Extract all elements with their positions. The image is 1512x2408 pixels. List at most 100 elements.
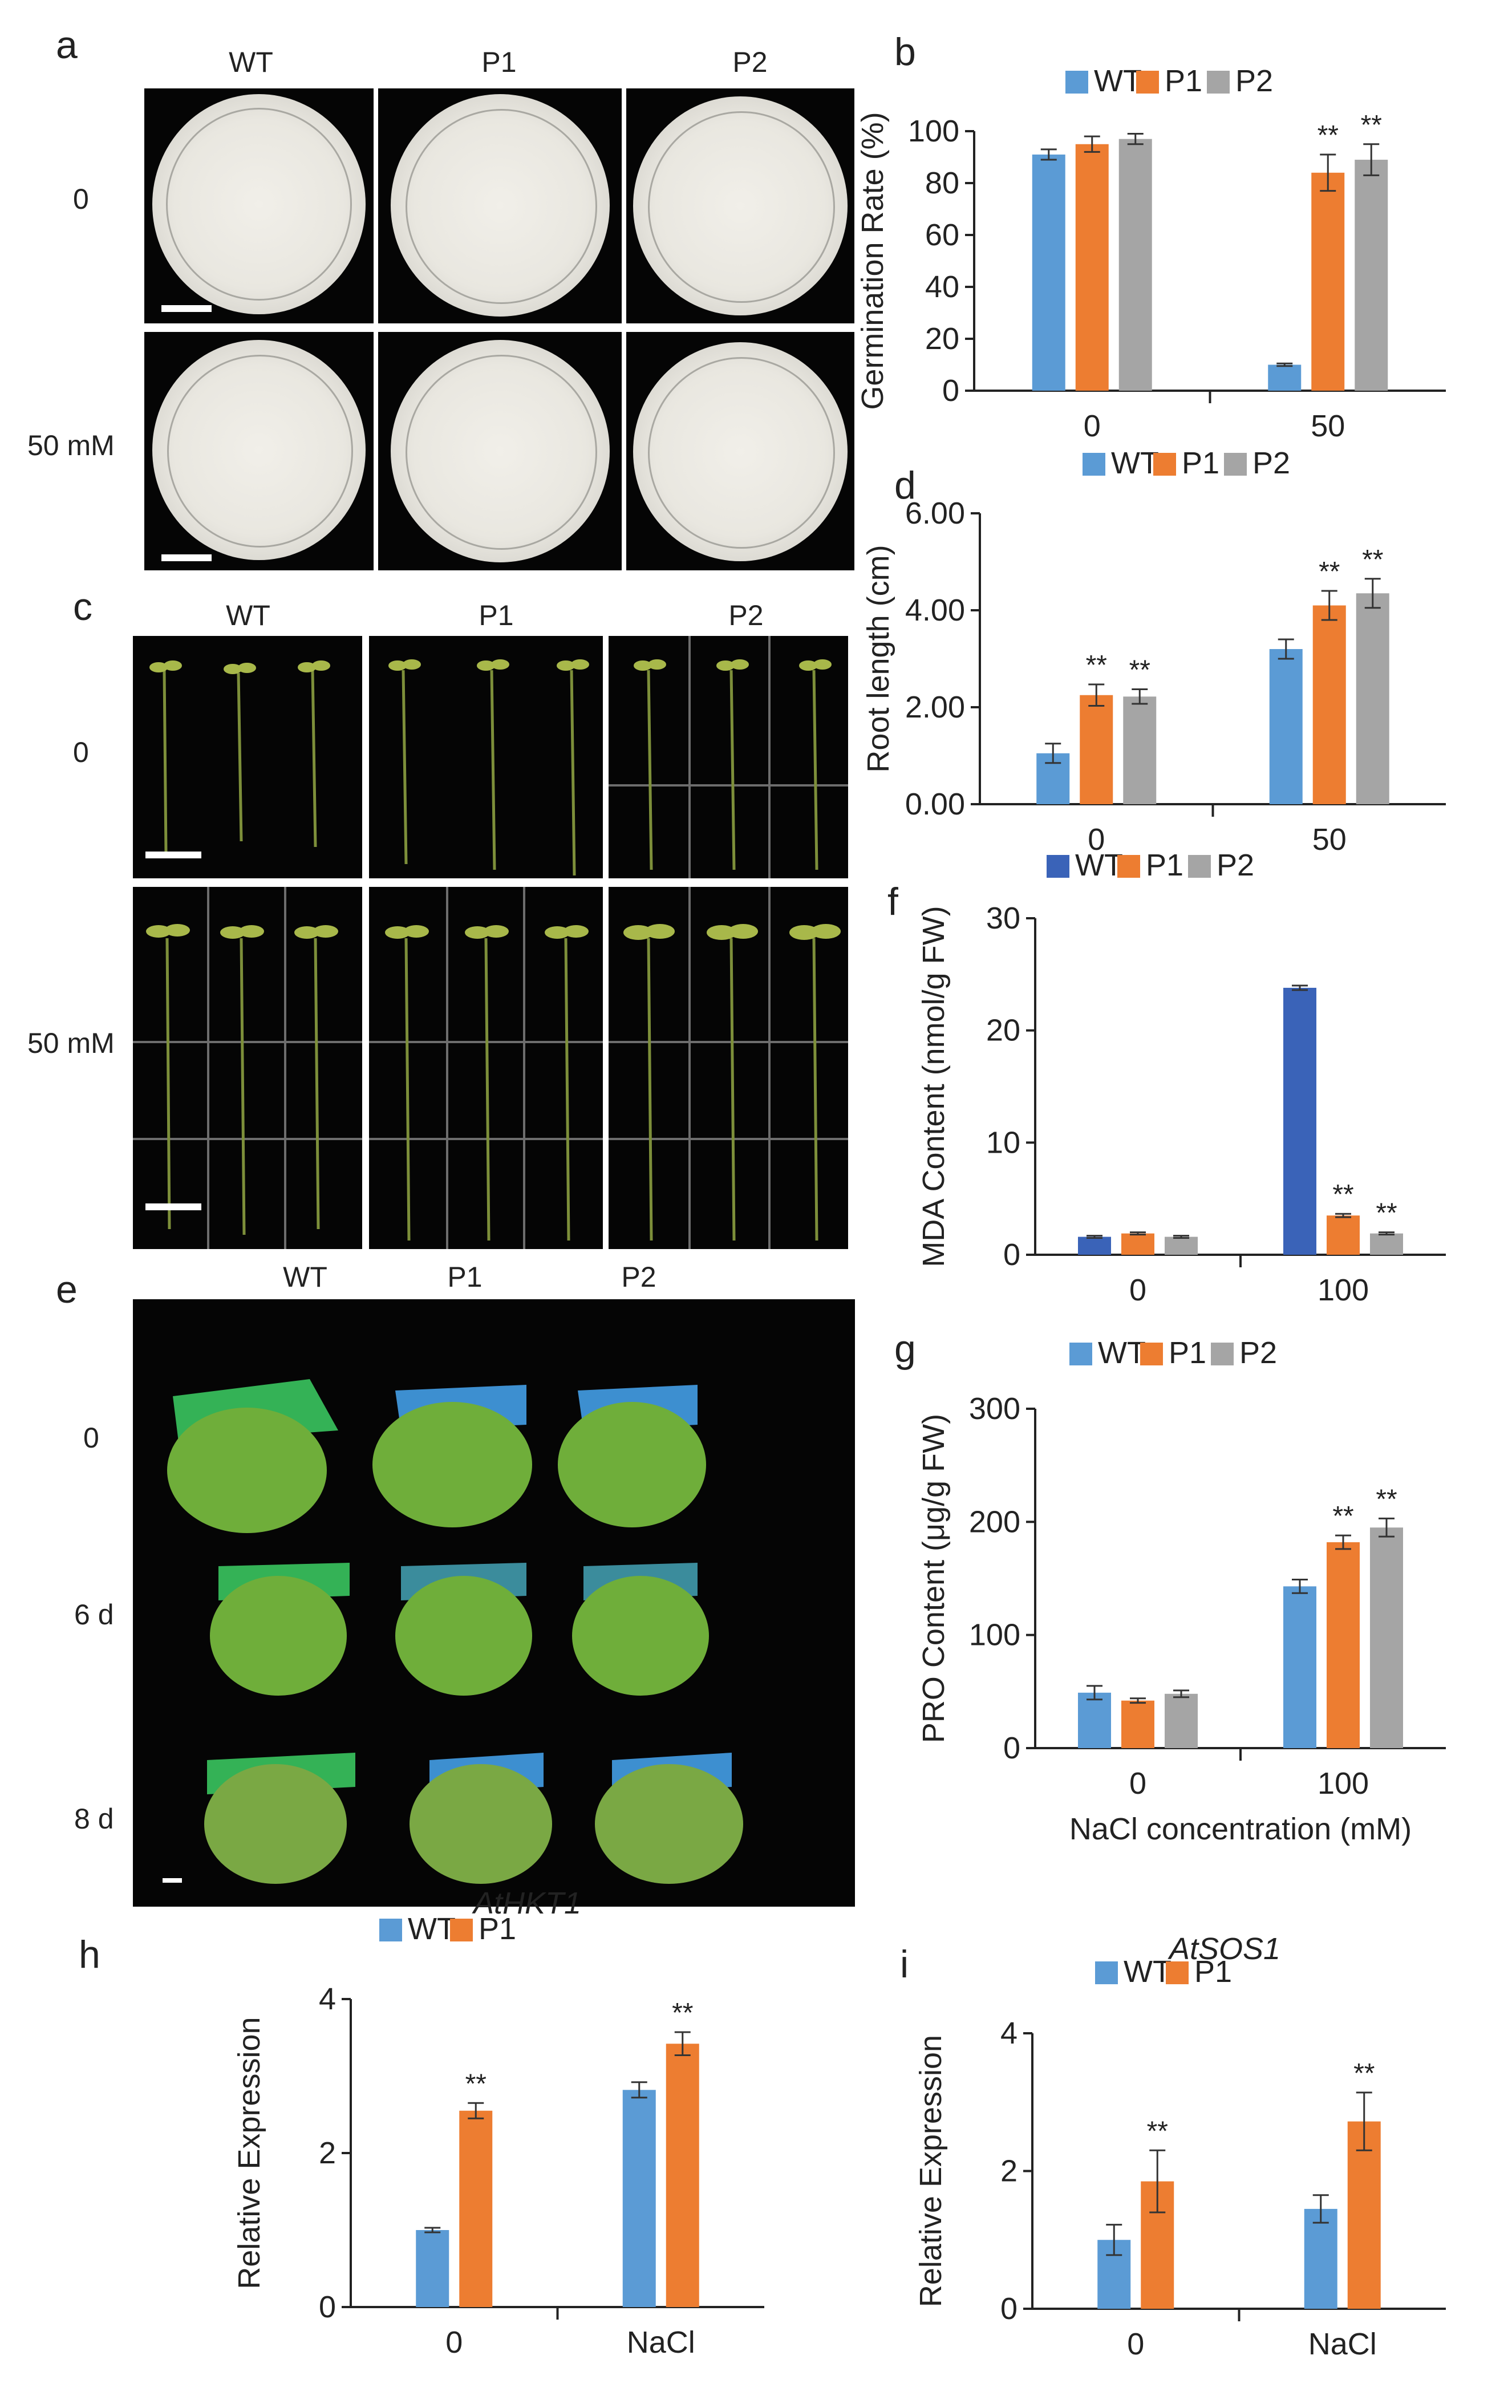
y-tick-label: 10	[986, 1125, 1020, 1160]
significance-mark: **	[1319, 557, 1340, 587]
petri-dish-photo-wt-50	[144, 332, 374, 570]
significance-mark: **	[1353, 2058, 1375, 2089]
panel-c-col-label-p2: P2	[728, 599, 764, 631]
x-tick-label: 100	[1318, 1766, 1369, 1801]
legend-swatch-p2	[1207, 71, 1230, 94]
x-tick-label: 0	[1129, 1766, 1146, 1801]
y-tick-label: 20	[986, 1014, 1020, 1048]
y-tick-label: 6.00	[905, 496, 965, 530]
y-axis-label: Germination Rate (%)	[856, 112, 890, 410]
panel-letter-f: f	[887, 880, 898, 923]
bar-p2-100	[1370, 1527, 1403, 1748]
y-tick-label: 20	[925, 322, 959, 356]
panel-letter-g: g	[894, 1327, 916, 1371]
bar-p2-0	[1123, 696, 1157, 804]
seedling-photo-p2-50	[609, 887, 848, 1249]
bar-p1-0	[1121, 1233, 1154, 1255]
bar-p2-100	[1370, 1233, 1403, 1255]
y-tick-label: 60	[925, 218, 959, 252]
legend-swatch-p2	[1188, 855, 1211, 878]
bar-wt-0	[416, 2230, 449, 2307]
bar-wt-100	[1283, 1586, 1316, 1748]
bar-p1-50	[1311, 172, 1345, 391]
y-tick-label: 300	[969, 1392, 1020, 1426]
scale-bar	[145, 1203, 201, 1210]
y-tick-label: 2.00	[905, 690, 965, 724]
chart-title: AtHKT1	[472, 1886, 581, 1920]
legend-swatch-p2	[1211, 1343, 1234, 1365]
panel-a-col-label-p2: P2	[732, 46, 768, 78]
y-axis-label: Relative Expression	[914, 2035, 948, 2307]
legend-label-wt: WT	[1111, 446, 1159, 480]
bar-p2-0	[1165, 1693, 1198, 1748]
bar-p2-50	[1356, 593, 1389, 804]
x-tick-label: 50	[1311, 409, 1345, 443]
y-tick-label: 100	[908, 114, 959, 148]
petri-dish-photo-p2-50	[626, 332, 854, 570]
x-tick-label: 0	[1088, 822, 1105, 857]
bar-wt-0	[1032, 154, 1065, 391]
significance-mark: **	[1376, 1484, 1397, 1514]
legend-swatch-p1	[450, 1919, 473, 1941]
y-tick-label: 30	[986, 901, 1020, 935]
significance-mark: **	[465, 2069, 487, 2099]
bar-p1-0	[1075, 144, 1109, 391]
chart-title: AtSOS1	[1168, 1932, 1280, 1966]
y-tick-label: 0.00	[905, 787, 965, 821]
panel-a-row-label-0: 0	[73, 183, 89, 215]
x-tick-label: 0	[445, 2325, 463, 2360]
plant-photo-panel	[133, 1299, 855, 1907]
legend-label-p1: P1	[1146, 848, 1183, 882]
scale-bar	[161, 305, 212, 312]
y-tick-label: 4	[319, 1982, 336, 2016]
legend-swatch-p1	[1140, 1343, 1163, 1365]
significance-mark: **	[1129, 655, 1150, 686]
y-tick-label: 0	[319, 2290, 336, 2324]
bar-p1-nacl	[1347, 2121, 1381, 2309]
bar-p1-nacl	[666, 2044, 699, 2307]
significance-mark: **	[1086, 650, 1107, 680]
significance-mark: **	[1361, 110, 1382, 140]
bar-p1-0	[1080, 695, 1113, 804]
legend-swatch-wt	[1047, 855, 1069, 878]
x-tick-label: NaCl	[1308, 2327, 1377, 2361]
bar-p1-0	[1121, 1700, 1154, 1748]
x-tick-label: 50	[1312, 822, 1347, 857]
legend-label-p2: P2	[1235, 64, 1273, 98]
petri-dish-photo-p2-0	[626, 88, 854, 323]
bar-p2-0	[1118, 139, 1152, 391]
panel-a-col-label-p1: P1	[481, 46, 517, 78]
bar-wt-50	[1269, 649, 1303, 804]
bar-p1-0	[459, 2110, 493, 2307]
x-tick-label: 100	[1318, 1273, 1369, 1307]
bar-p2-0	[1165, 1237, 1198, 1255]
y-tick-label: 2	[319, 2136, 336, 2170]
significance-mark: **	[1147, 2116, 1168, 2146]
bar-wt-nacl	[622, 2090, 656, 2307]
panel-c-row-label-0: 0	[73, 736, 89, 768]
y-tick-label: 4	[1000, 2016, 1018, 2050]
y-tick-label: 100	[969, 1618, 1020, 1652]
y-axis-label: Root length (cm)	[861, 545, 895, 772]
bar-wt-0	[1078, 1237, 1111, 1255]
bar-wt-100	[1283, 987, 1316, 1255]
y-tick-label: 0	[1000, 2292, 1018, 2326]
y-tick-label: 80	[925, 166, 959, 200]
legend-swatch-p1	[1153, 453, 1176, 476]
panel-letter-i: i	[900, 1943, 909, 1986]
x-tick-label: 0	[1129, 1273, 1146, 1307]
panel-e-col-label-p1: P1	[447, 1261, 483, 1293]
legend-swatch-p1	[1136, 71, 1159, 94]
significance-mark: **	[1332, 1179, 1353, 1210]
seedling-photo-wt-0	[133, 636, 362, 878]
y-axis-label: Relative Expression	[232, 2017, 266, 2289]
scale-bar	[161, 554, 212, 561]
y-tick-label: 4.00	[905, 593, 965, 627]
legend-label-p2: P2	[1239, 1336, 1277, 1370]
significance-mark: **	[1376, 1198, 1397, 1229]
y-tick-label: 0	[942, 374, 959, 408]
seedling-photo-p1-50	[369, 887, 603, 1249]
